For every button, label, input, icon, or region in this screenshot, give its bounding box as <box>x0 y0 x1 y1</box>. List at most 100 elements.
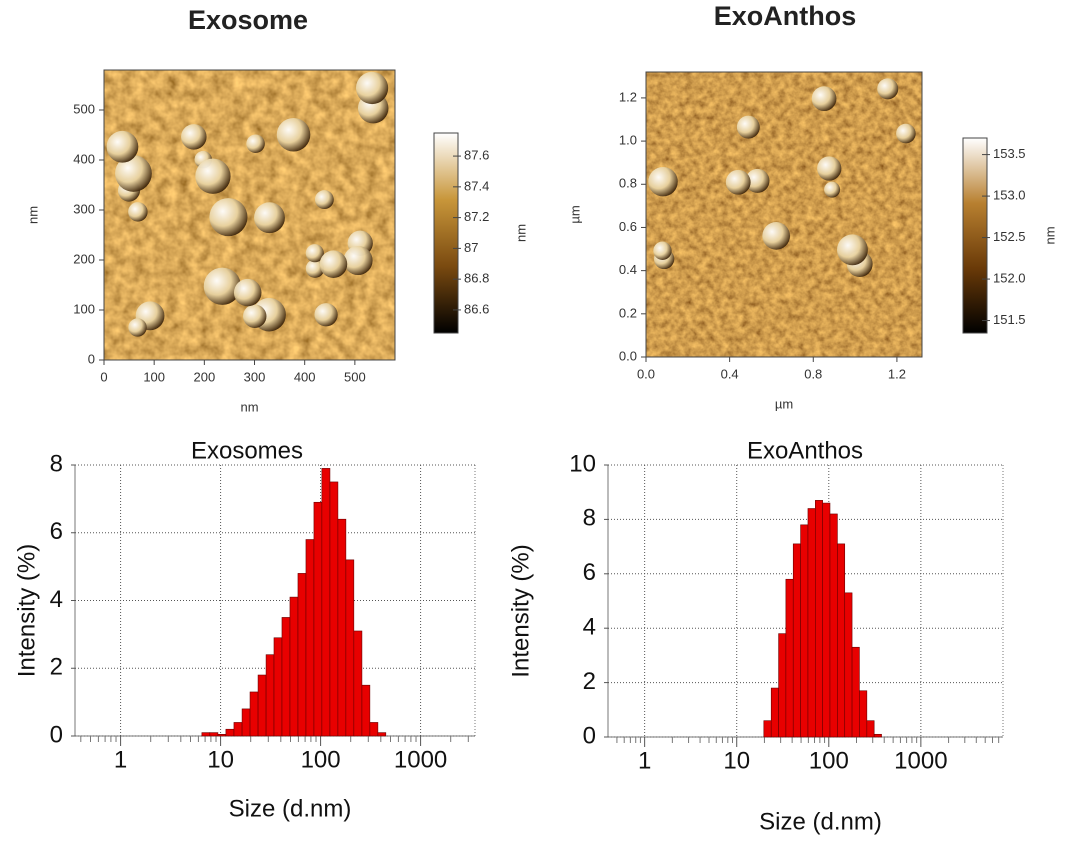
bar <box>201 732 211 737</box>
y-tick-label: 100 <box>73 301 95 316</box>
x-tick-label: 400 <box>294 369 316 384</box>
particle <box>203 267 241 305</box>
x-tick-label: 1.2 <box>888 366 906 381</box>
y-tick-label: 0.8 <box>619 176 637 191</box>
panel-title: ExoAnthos <box>714 1 857 31</box>
particle <box>233 278 262 307</box>
x-tick-label: 1 <box>638 747 651 774</box>
bar <box>778 633 787 738</box>
bar <box>209 732 219 737</box>
colorbar-tick-label: 87.4 <box>464 178 489 193</box>
y-axis-label: µm <box>567 205 582 223</box>
particle <box>246 134 265 154</box>
y-axis-label: Intensity (%) <box>13 544 40 677</box>
particle <box>355 71 389 105</box>
colorbar-tick-label: 152.0 <box>993 271 1026 286</box>
y-tick-label: 6 <box>50 518 63 545</box>
x-tick-label: 500 <box>344 369 366 384</box>
bar <box>289 596 299 737</box>
particle <box>195 158 231 194</box>
x-tick-label: 0 <box>100 369 107 384</box>
particle <box>837 234 868 266</box>
bar <box>337 518 347 737</box>
x-tick-label: 0.4 <box>721 366 739 381</box>
colorbar-tick-label: 87 <box>464 240 478 255</box>
image-frame <box>103 69 396 361</box>
particle <box>319 250 348 278</box>
x-tick-label: 1000 <box>894 747 947 774</box>
bar <box>225 728 235 737</box>
bar <box>800 524 809 738</box>
colorbar <box>962 137 988 334</box>
particle <box>115 155 152 192</box>
y-tick-label: 10 <box>569 450 596 477</box>
bar <box>345 559 355 737</box>
y-tick-label: 8 <box>50 450 63 477</box>
bar <box>829 513 838 738</box>
particle <box>276 117 311 152</box>
colorbar-tick-label: 86.8 <box>464 271 489 286</box>
particle <box>314 190 334 210</box>
x-tick-label: 10 <box>207 746 234 773</box>
particle <box>243 304 267 328</box>
y-tick-label: 8 <box>583 505 596 532</box>
colorbar-label: nm <box>513 224 528 242</box>
bar <box>770 687 779 738</box>
bar <box>851 646 860 738</box>
x-tick-label: 10 <box>723 747 750 774</box>
y-tick-label: 0.0 <box>619 348 637 363</box>
x-axis-label: µm <box>775 396 793 411</box>
x-tick-label: 1 <box>114 746 127 773</box>
bar <box>249 691 259 737</box>
particle <box>128 318 147 337</box>
particle <box>209 198 248 237</box>
colorbar-tick-label: 87.2 <box>464 209 489 224</box>
x-tick-label: 100 <box>301 746 341 773</box>
particle <box>745 168 770 193</box>
bar <box>329 481 339 737</box>
bar <box>792 543 801 738</box>
colorbar-tick-label: 87.6 <box>464 148 489 163</box>
x-tick-label: 0.8 <box>804 366 822 381</box>
particle <box>817 156 842 181</box>
bar <box>241 708 251 737</box>
colorbar-tick-label: 152.5 <box>993 229 1026 244</box>
particle <box>725 169 751 195</box>
y-tick-label: 0.6 <box>619 219 637 234</box>
bar <box>763 720 772 738</box>
y-tick-label: 300 <box>73 201 95 216</box>
panel-title: Exosome <box>188 5 308 35</box>
particle <box>343 245 373 276</box>
bar <box>837 543 846 738</box>
particle <box>305 244 324 263</box>
y-tick-label: 0.2 <box>619 305 637 320</box>
bar <box>859 690 868 738</box>
x-tick-label: 100 <box>809 747 849 774</box>
x-tick-label: 0.0 <box>637 366 655 381</box>
colorbar-tick-label: 151.5 <box>993 312 1026 327</box>
chart-title: ExoAnthos <box>747 437 863 464</box>
particle <box>736 115 760 139</box>
afm-image <box>646 72 922 357</box>
bar <box>305 539 315 737</box>
y-tick-label: 4 <box>50 586 63 613</box>
y-axis-label: Intensity (%) <box>507 544 534 677</box>
particle <box>181 124 207 150</box>
bar <box>844 592 853 738</box>
particle <box>254 202 285 234</box>
bar <box>257 674 267 737</box>
y-tick-label: 4 <box>583 614 596 641</box>
bar <box>361 684 371 737</box>
bar <box>785 578 794 738</box>
bar <box>265 654 275 737</box>
y-tick-label: 0 <box>88 351 95 366</box>
colorbar-label: nm <box>1042 226 1057 244</box>
x-tick-label: 300 <box>244 369 266 384</box>
bar <box>873 733 882 738</box>
y-tick-label: 1.2 <box>619 89 637 104</box>
y-tick-label: 400 <box>73 151 95 166</box>
particle <box>877 78 899 100</box>
y-axis-label: nm <box>25 206 40 224</box>
bar <box>273 637 283 737</box>
